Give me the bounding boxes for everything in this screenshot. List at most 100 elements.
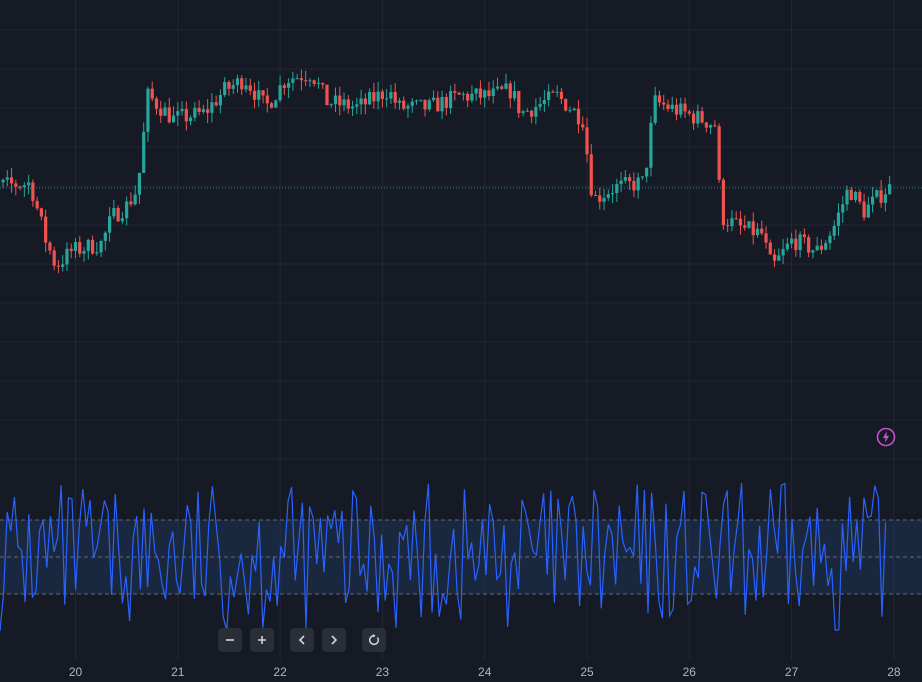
candle-body [645, 167, 649, 177]
candle-body [862, 201, 866, 218]
candle-body [794, 238, 798, 251]
candle-body [18, 186, 22, 188]
candle-body [312, 80, 316, 84]
candle-body [883, 194, 887, 203]
candle-body [193, 107, 197, 118]
candle-body [542, 100, 546, 105]
candle-body [27, 182, 31, 186]
candle-body [346, 99, 350, 109]
zoom-out-button[interactable] [218, 628, 242, 652]
candle-body [304, 80, 308, 82]
candle-body [636, 177, 640, 191]
candle-body [504, 83, 508, 89]
candle-body [572, 108, 576, 111]
candle-body [734, 218, 738, 220]
candle-body [108, 216, 112, 233]
candle-body [39, 208, 43, 217]
candle-body [329, 104, 333, 106]
candle-body [657, 95, 662, 103]
candle-body [713, 125, 717, 127]
candle-body [466, 93, 470, 101]
candle-body [576, 108, 581, 125]
candle-body [201, 109, 205, 112]
candle-body [95, 252, 99, 254]
candle-body [368, 92, 372, 105]
zoom-in-button[interactable] [250, 628, 274, 652]
candle-body [662, 102, 666, 105]
candle-body [376, 91, 380, 102]
candle-body [333, 95, 338, 105]
candle-body [244, 85, 248, 90]
candle-body [495, 86, 500, 89]
oscillator-pane [0, 482, 922, 632]
candle-body [167, 107, 171, 123]
candle-body [321, 83, 325, 85]
candle-body [700, 111, 704, 123]
candle-body [227, 82, 231, 89]
candle-body [755, 228, 760, 236]
candle-body [449, 91, 453, 108]
candle-body [112, 207, 116, 217]
candle-body [142, 131, 146, 173]
candle-body [691, 113, 696, 124]
candle-body [385, 98, 389, 100]
candle-body [440, 96, 444, 112]
candle-body [879, 190, 883, 203]
candle-body [491, 88, 495, 96]
candle-body [500, 86, 504, 89]
x-tick-label: 27 [785, 665, 799, 679]
candle-body [257, 90, 261, 100]
chart-grid [0, 0, 922, 660]
candle-body [807, 237, 811, 253]
candle-body [214, 102, 218, 106]
candle-body [470, 93, 474, 101]
candle-body [444, 96, 448, 108]
candle-body [717, 126, 721, 180]
candle-body [888, 184, 892, 195]
candle-body [512, 91, 517, 99]
candle-body [581, 124, 585, 128]
candle-body [870, 196, 875, 205]
candle-body [866, 204, 870, 218]
candle-body [86, 239, 90, 252]
candle-body [197, 107, 201, 112]
candle-series [1, 69, 892, 274]
scroll-left-button[interactable] [290, 628, 314, 652]
candle-body [653, 95, 657, 123]
x-tick-label: 25 [580, 665, 594, 679]
candle-body [48, 242, 52, 251]
candle-body [282, 85, 286, 88]
candle-body [687, 111, 691, 114]
candle-body [683, 103, 687, 112]
x-axis: 20 21 22 23 24 25 26 27 28 [69, 665, 901, 679]
candle-body [764, 233, 768, 243]
candle-body [845, 189, 849, 205]
candle-body [760, 228, 764, 234]
candle-body [534, 106, 538, 117]
candle-body [696, 111, 700, 124]
candle-body [56, 265, 61, 267]
x-tick-label: 24 [478, 665, 492, 679]
candle-body [555, 91, 559, 93]
candle-body [350, 106, 355, 109]
reset-chart-button[interactable] [362, 628, 386, 652]
x-tick-label: 23 [376, 665, 390, 679]
candle-body [316, 83, 321, 85]
candle-body [410, 101, 414, 106]
candle-body [564, 99, 568, 111]
candle-body [291, 78, 295, 83]
candle-body [184, 109, 188, 122]
candle-body [508, 83, 512, 99]
scroll-right-button[interactable] [322, 628, 346, 652]
candle-body [730, 218, 734, 227]
lightning-icon[interactable] [876, 427, 896, 447]
candle-body [751, 221, 755, 236]
candle-body [798, 234, 802, 251]
candle-body [406, 105, 410, 109]
candle-body [218, 95, 223, 106]
candle-body [22, 185, 26, 188]
candle-body [743, 225, 747, 228]
candle-body [35, 200, 39, 209]
candle-body [768, 242, 772, 255]
